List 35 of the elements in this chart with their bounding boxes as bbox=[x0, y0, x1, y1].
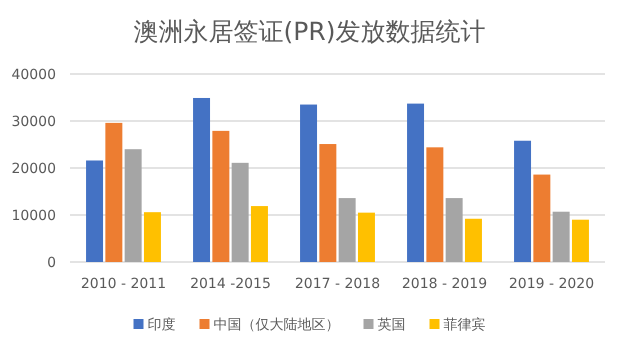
y-tick-label: 20000 bbox=[11, 160, 56, 177]
x-tick-label: 2010 - 2011 bbox=[80, 276, 166, 292]
chart-title: 澳洲永居签证(PR)发放数据统计 bbox=[134, 17, 486, 46]
bar bbox=[124, 149, 142, 262]
bar bbox=[86, 160, 104, 262]
bar bbox=[358, 212, 375, 262]
legend-label: 印度 bbox=[148, 316, 176, 333]
y-tick-label: 40000 bbox=[11, 66, 56, 83]
x-tick-label: 2017 - 2018 bbox=[294, 276, 380, 292]
x-tick-label: 2019 - 2020 bbox=[508, 276, 594, 292]
y-tick-label: 0 bbox=[47, 254, 56, 271]
bar bbox=[338, 198, 356, 262]
bar bbox=[533, 174, 550, 262]
bar bbox=[144, 212, 161, 262]
legend-label: 英国 bbox=[378, 316, 406, 333]
bar bbox=[300, 104, 318, 262]
bar bbox=[464, 218, 482, 262]
y-tick-label: 10000 bbox=[11, 208, 56, 224]
bar bbox=[250, 206, 268, 262]
bar bbox=[446, 198, 463, 262]
bar bbox=[193, 98, 210, 262]
legend-label: 菲律宾 bbox=[444, 316, 486, 333]
bar bbox=[319, 144, 336, 262]
x-tick-label: 2014 -2015 bbox=[190, 276, 271, 292]
bar bbox=[105, 122, 122, 262]
bar bbox=[572, 220, 589, 262]
y-tick-label: 30000 bbox=[11, 114, 56, 130]
bar bbox=[514, 140, 532, 262]
legend-label: 中国（仅大陆地区） bbox=[214, 316, 340, 333]
bar bbox=[552, 212, 570, 262]
bar bbox=[407, 104, 424, 262]
bar bbox=[212, 130, 230, 262]
bar bbox=[232, 162, 249, 262]
x-tick-label: 2018 - 2019 bbox=[402, 276, 488, 292]
bar bbox=[426, 147, 444, 262]
